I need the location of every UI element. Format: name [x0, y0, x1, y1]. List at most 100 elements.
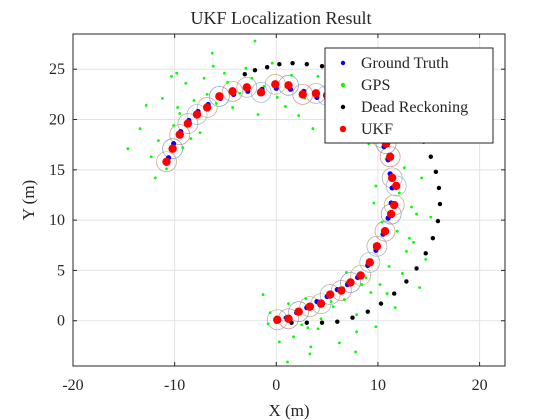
x-tick-label: -20 [62, 377, 83, 394]
ukf-point [337, 286, 346, 295]
gps-point [189, 137, 193, 141]
ukf-point [372, 242, 382, 251]
ukf-ellipse [196, 97, 218, 118]
gps-point [156, 139, 160, 143]
legend-label-ukf: UKF [361, 121, 393, 138]
x-tick-label: 0 [272, 377, 280, 394]
ukf-ellipse [374, 220, 396, 242]
ukf-point [392, 181, 401, 191]
gps-point [408, 236, 411, 240]
dead-reckoning-point [319, 320, 325, 325]
gps-point [253, 39, 257, 43]
ukf-point [215, 92, 224, 101]
ukf-point [183, 119, 193, 128]
gps-point [262, 84, 266, 88]
gps-point [424, 257, 428, 261]
ukf-point [175, 130, 184, 139]
ukf-point [192, 110, 202, 119]
ukf-point [284, 81, 293, 90]
ukf-point [256, 88, 266, 97]
gps-point [238, 91, 242, 95]
tick-marks: -20 -10 0 10 20 0 5 10 15 20 25 [49, 34, 505, 394]
y-tick-label: 10 [49, 212, 65, 229]
ukf-ellipse [359, 251, 381, 273]
gps-point [297, 114, 301, 117]
gps-point [397, 191, 401, 195]
ukf-point [294, 307, 303, 316]
gps-point [226, 80, 229, 84]
y-tick-label: 25 [49, 61, 65, 78]
gps-point [292, 335, 295, 339]
gps-point [170, 74, 173, 78]
dead-reckoning-point [430, 236, 436, 241]
gps-point [231, 106, 234, 109]
gps-point [287, 302, 290, 306]
gps-point [181, 146, 185, 150]
gps-point [418, 286, 422, 289]
gps-point [395, 229, 399, 233]
gps-point [378, 283, 382, 286]
gps-point [138, 127, 142, 130]
gps-point [429, 215, 433, 219]
gps-point [290, 73, 293, 77]
ukf-point [311, 89, 321, 98]
gps-point [304, 297, 308, 300]
dead-reckoning-point [350, 315, 355, 320]
gps-point [211, 64, 215, 68]
legend: Ground Truth GPS Dead Reckoning UKF [324, 47, 494, 144]
x-tick-label: 20 [472, 377, 488, 394]
legend-label-ground-truth: Ground Truth [361, 55, 449, 72]
dead-reckoning-point [435, 218, 441, 224]
gps-point [385, 292, 389, 295]
y-tick-label: 0 [57, 313, 65, 330]
gps-point [275, 95, 279, 99]
ukf-ellipse [288, 301, 310, 323]
dead-reckoning-point [365, 309, 370, 314]
gps-point [184, 81, 188, 85]
gps-point [268, 311, 272, 315]
gps-point [342, 298, 346, 301]
gps-point [205, 92, 209, 96]
gps-point [161, 96, 164, 100]
dead-reckoning-point [428, 154, 433, 159]
gps-point [311, 127, 315, 130]
dead-reckoning-point [319, 63, 325, 69]
dead-reckoning-point [304, 320, 309, 325]
ukf-point [305, 302, 315, 311]
y-tick-label: 20 [49, 112, 65, 129]
gps-point [309, 345, 313, 349]
ukf-point [271, 80, 280, 89]
gps-point [316, 327, 320, 331]
gps-point [126, 147, 130, 151]
dead-reckoning-point [437, 201, 443, 207]
gps-point [250, 76, 254, 80]
gps-point [387, 265, 391, 268]
gps-point [369, 291, 373, 294]
dead-reckoning-point [304, 61, 309, 67]
gps-point [415, 212, 418, 216]
gps-point [405, 249, 408, 253]
dead-reckoning-point [392, 291, 397, 296]
gps-point [149, 155, 153, 159]
legend-box [324, 47, 494, 144]
gps-point [374, 325, 378, 329]
ukf-ellipse [208, 85, 230, 107]
ukf-point [168, 144, 177, 153]
ukf-point [365, 258, 375, 267]
x-tick-label: -10 [164, 377, 185, 394]
ukf-ellipse [340, 272, 361, 293]
dead-reckoning-point [252, 68, 258, 73]
legend-label-gps: GPS [361, 77, 390, 94]
gps-point [308, 352, 312, 356]
chart-title: UKF Localization Result [191, 8, 372, 28]
gps-point [175, 71, 179, 75]
y-tick-label: 15 [49, 162, 65, 179]
gps-point [402, 166, 406, 170]
ukf-point [316, 299, 326, 308]
dead-reckoning-point [404, 279, 409, 284]
gps-point [176, 106, 180, 109]
gps-point [210, 51, 214, 55]
ukf-ellipse [379, 146, 401, 168]
axes-frame [72, 33, 506, 367]
gps-point [400, 272, 404, 275]
